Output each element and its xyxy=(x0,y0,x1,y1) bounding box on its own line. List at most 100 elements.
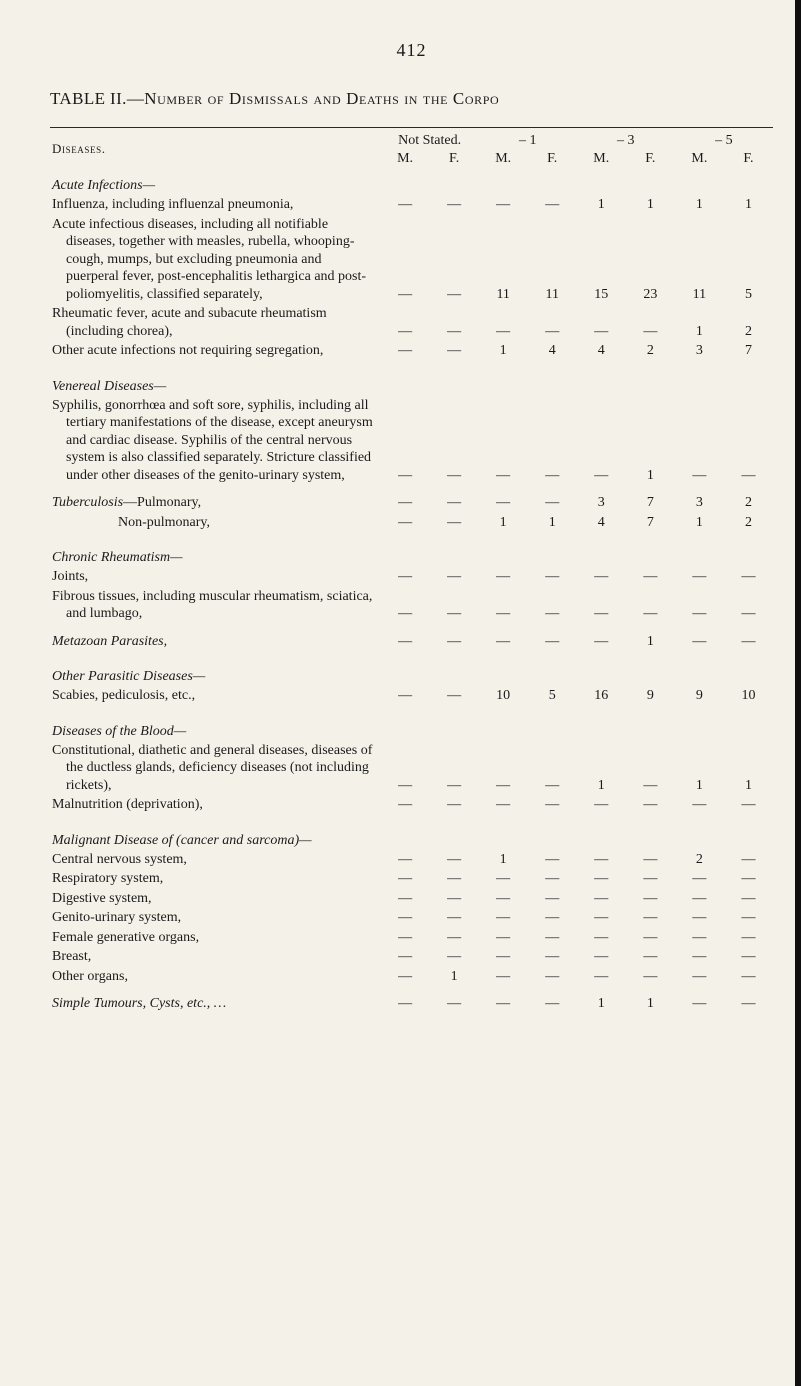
value-cell: — xyxy=(528,587,577,624)
table-row: Rheumatic fever, acute and subacute rheu… xyxy=(50,304,773,341)
value-cell: — xyxy=(577,889,626,909)
table-row: Other acute infections not requiring seg… xyxy=(50,341,773,361)
value-cell: 7 xyxy=(626,493,675,513)
value-cell: — xyxy=(430,994,479,1014)
row-label: Other organs, xyxy=(50,967,381,987)
value-cell: — xyxy=(381,928,430,948)
table-row: Female generative organs,———————— xyxy=(50,928,773,948)
value-cell: — xyxy=(430,741,479,796)
value-cell: 1 xyxy=(626,632,675,652)
value-cell: 1 xyxy=(479,341,528,361)
value-cell: — xyxy=(430,908,479,928)
value-cell: — xyxy=(430,889,479,909)
col-neg3: – 3 xyxy=(577,132,675,150)
value-cell: — xyxy=(675,587,724,624)
row-label: Fibrous tissues, including muscular rheu… xyxy=(50,587,381,624)
row-label: Female generative organs, xyxy=(50,928,381,948)
value-cell: 1 xyxy=(626,396,675,486)
value-cell: — xyxy=(381,795,430,815)
value-cell: — xyxy=(577,869,626,889)
value-cell: — xyxy=(381,850,430,870)
value-cell: — xyxy=(675,947,724,967)
value-cell: 1 xyxy=(479,513,528,533)
value-cell: 1 xyxy=(724,195,773,215)
value-cell: — xyxy=(528,850,577,870)
row-label: Digestive system, xyxy=(50,889,381,909)
value-cell: — xyxy=(626,967,675,987)
col-not-stated: Not Stated. xyxy=(381,132,479,150)
value-cell: — xyxy=(381,341,430,361)
value-cell: 5 xyxy=(528,686,577,706)
value-cell: 23 xyxy=(626,215,675,305)
value-cell: — xyxy=(626,304,675,341)
group-heading: Malignant Disease of (cancer and sarcoma… xyxy=(50,823,773,850)
value-cell: — xyxy=(479,967,528,987)
value-cell: — xyxy=(381,215,430,305)
value-cell: — xyxy=(528,195,577,215)
row-label: Rheumatic fever, acute and subacute rheu… xyxy=(50,304,381,341)
value-cell: 3 xyxy=(675,341,724,361)
value-cell: 15 xyxy=(577,215,626,305)
row-label: Malnutrition (deprivation), xyxy=(50,795,381,815)
value-cell: — xyxy=(381,587,430,624)
value-cell: 1 xyxy=(577,741,626,796)
value-cell: — xyxy=(528,632,577,652)
value-cell: 1 xyxy=(577,994,626,1014)
value-cell: 1 xyxy=(675,304,724,341)
table-title: TABLE II.—Number of Dismissals and Death… xyxy=(50,89,773,109)
value-cell: — xyxy=(577,967,626,987)
table-row: Central nervous system,——1———2— xyxy=(50,850,773,870)
value-cell: — xyxy=(381,304,430,341)
col-f: F. xyxy=(626,150,675,168)
value-cell: 11 xyxy=(479,215,528,305)
row-label: Central nervous system, xyxy=(50,850,381,870)
value-cell: — xyxy=(430,795,479,815)
data-table: Diseases. Not Stated. – 1 – 3 – 5 M. F. … xyxy=(50,132,773,1022)
value-cell: — xyxy=(724,795,773,815)
value-cell: 3 xyxy=(577,493,626,513)
row-label: Metazoan Parasites, xyxy=(50,632,381,652)
row-label: Breast, xyxy=(50,947,381,967)
group-heading: Chronic Rheumatism— xyxy=(50,540,773,567)
value-cell: 4 xyxy=(577,341,626,361)
value-cell: — xyxy=(430,493,479,513)
value-cell: — xyxy=(724,994,773,1014)
row-label: Tuberculosis—Pulmonary, xyxy=(50,493,381,513)
value-cell: 11 xyxy=(675,215,724,305)
value-cell: — xyxy=(626,869,675,889)
table-row: Influenza, including influenzal pneumoni… xyxy=(50,195,773,215)
value-cell: — xyxy=(724,869,773,889)
value-cell: — xyxy=(675,928,724,948)
value-cell: 10 xyxy=(724,686,773,706)
value-cell: — xyxy=(528,967,577,987)
table-row: Digestive system,———————— xyxy=(50,889,773,909)
value-cell: — xyxy=(430,869,479,889)
value-cell: — xyxy=(528,889,577,909)
value-cell: — xyxy=(479,928,528,948)
page-number: 412 xyxy=(50,40,773,61)
title-caps: Number of Dismissals and Deaths in the C… xyxy=(144,89,499,108)
value-cell: — xyxy=(479,493,528,513)
table-row: Metazoan Parasites,—————1—— xyxy=(50,632,773,652)
table-row: Breast,———————— xyxy=(50,947,773,967)
value-cell: — xyxy=(430,396,479,486)
value-cell: — xyxy=(724,967,773,987)
value-cell: — xyxy=(381,513,430,533)
row-label: Genito-urinary system, xyxy=(50,908,381,928)
table-row: Syphilis, gonorrhœa and soft sore, syphi… xyxy=(50,396,773,486)
value-cell: — xyxy=(626,947,675,967)
row-label: Joints, xyxy=(50,567,381,587)
value-cell: — xyxy=(430,567,479,587)
value-cell: 1 xyxy=(479,850,528,870)
value-cell: — xyxy=(430,215,479,305)
value-cell: — xyxy=(381,967,430,987)
value-cell: — xyxy=(577,795,626,815)
value-cell: — xyxy=(626,795,675,815)
value-cell: — xyxy=(381,493,430,513)
value-cell: 2 xyxy=(724,493,773,513)
value-cell: — xyxy=(528,741,577,796)
value-cell: — xyxy=(479,195,528,215)
value-cell: — xyxy=(381,567,430,587)
group-heading: Acute Infections— xyxy=(50,168,773,195)
value-cell: — xyxy=(724,396,773,486)
